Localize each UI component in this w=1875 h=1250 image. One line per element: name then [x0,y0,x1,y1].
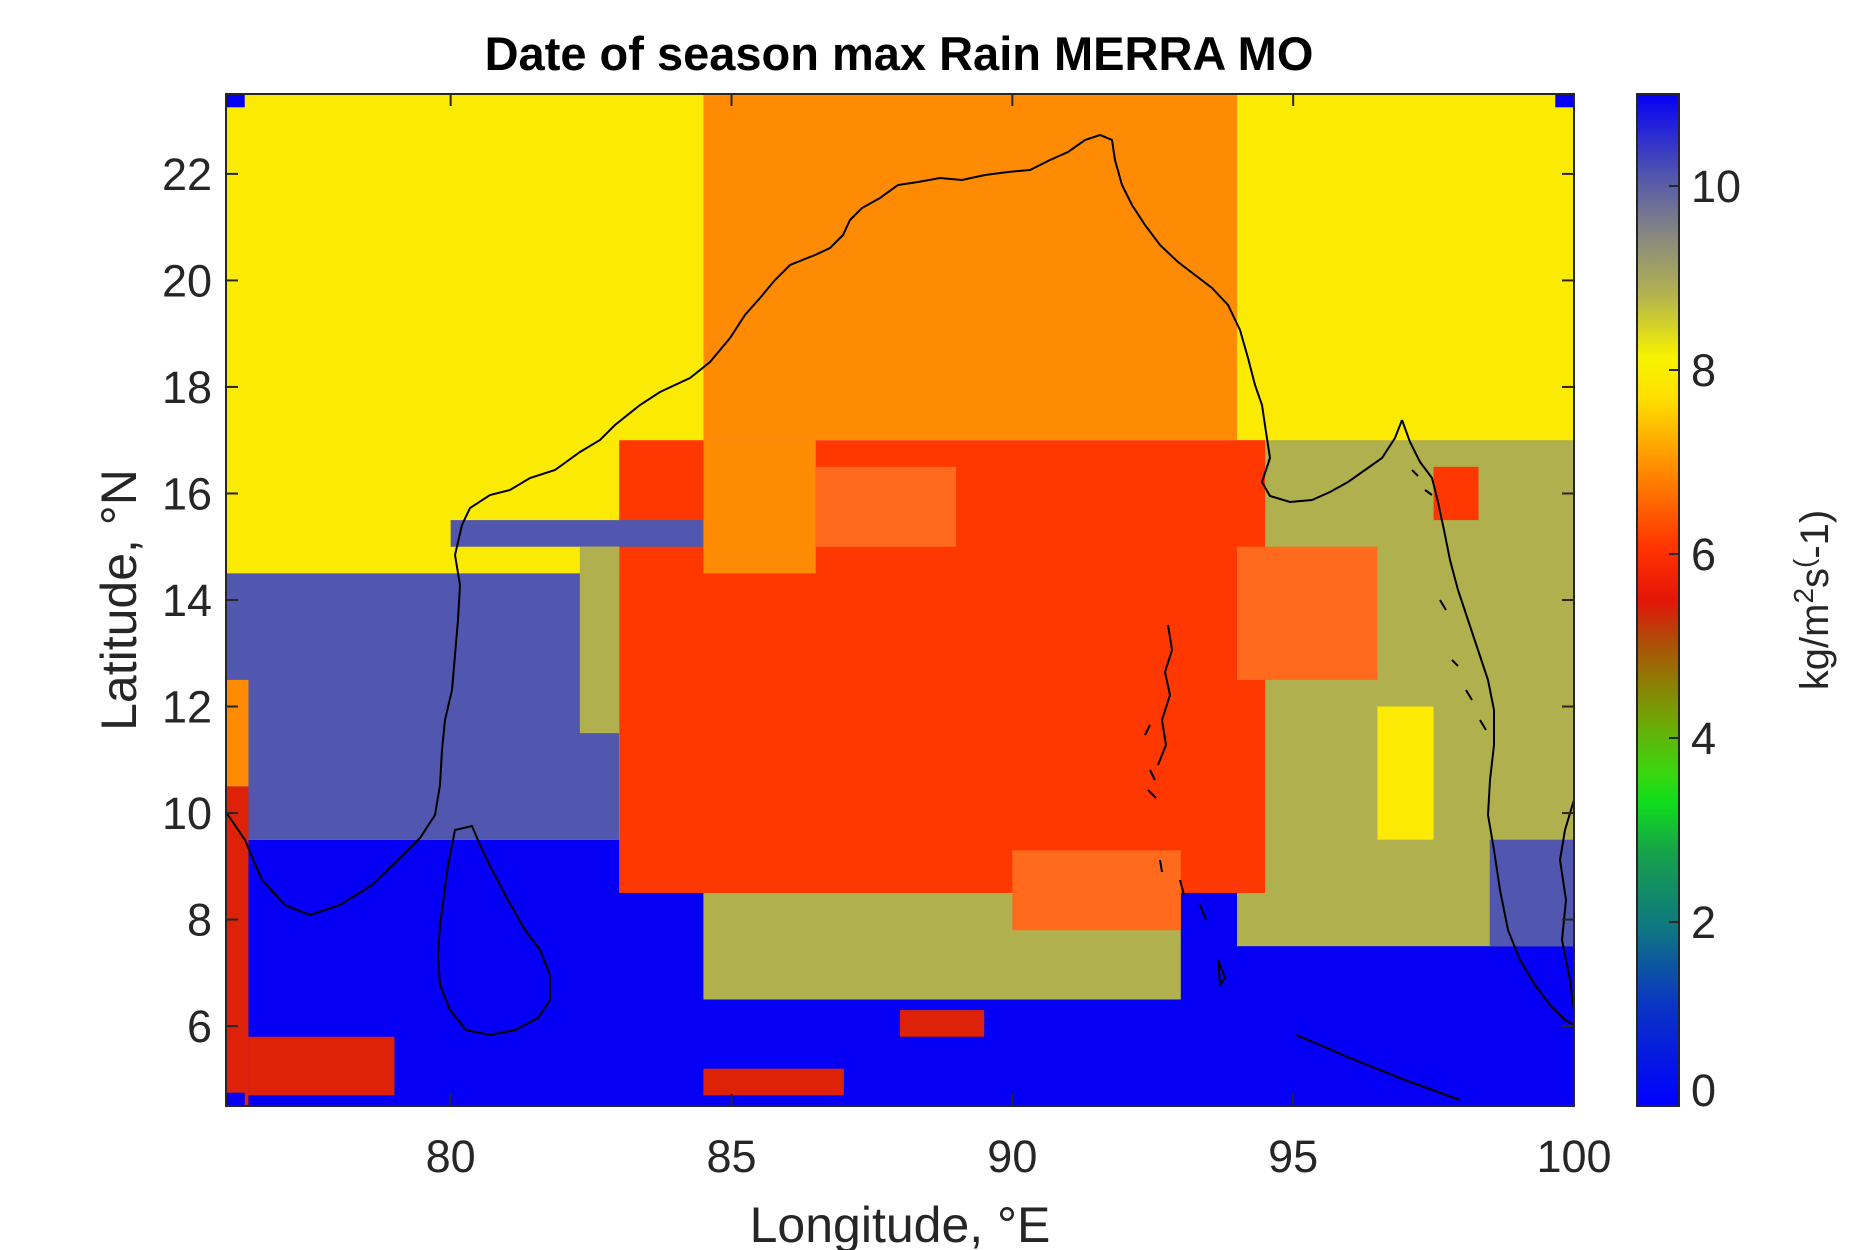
heatmap-step-8 [900,1010,985,1037]
heatmap-step-9 [1012,850,1181,931]
y-tick-label: 18 [162,362,212,413]
heatmap-cells [226,94,1574,1106]
x-axis-label: Longitude, °E [750,1197,1051,1250]
y-tick-label: 10 [162,788,212,839]
heatmap-step-6 [248,1036,395,1096]
heatmap-step-0 [450,520,704,547]
heatmap-step-2 [703,440,816,574]
y-tick-label: 22 [162,149,212,200]
heatmap-step-7 [703,1068,844,1096]
heatmap-step-3 [815,466,957,547]
chart-title: Date of season max Rain MERRA MO [485,27,1314,80]
heatmap-step-11 [1433,466,1479,521]
colorbar-tick-label: 0 [1691,1065,1716,1116]
coastline-india-east [225,184,899,917]
heatmap-corner-cell-0 [226,94,245,108]
x-tick-label: 95 [1268,1131,1318,1182]
y-tick-label: 12 [162,682,212,733]
x-axis-ticks: 80 85 90 95 100 [426,94,1612,1182]
heatmap-corner-cell-2 [226,1092,245,1106]
y-tick-label: 6 [187,1001,212,1052]
y-axis-label: Latitude, °N [91,469,147,731]
coastline-andaman-islands [1144,624,1174,799]
colorbar-tick-label: 6 [1691,529,1716,580]
colorbar: 0 2 4 6 8 10 kg/m2s(-1) [1636,93,1838,1116]
coastline-myanmar [1401,419,1575,1026]
heatmap-corner-cell-1 [1555,94,1574,108]
heatmap-region-south-west [226,546,620,840]
x-tick-label: 85 [706,1131,756,1182]
y-tick-label: 8 [187,895,212,946]
x-tick-label: 80 [426,1131,476,1182]
heatmap-region-north-central [703,94,1237,441]
coastline-bengal-head [897,133,1403,504]
coastline-layer [225,133,1575,1101]
y-axis-ticks: 6 8 10 12 14 16 18 20 22 [162,149,1574,1052]
coastline-arakan-inlets [1411,469,1487,731]
x-tick-label: 90 [987,1131,1037,1182]
y-tick-label: 14 [162,575,212,626]
x-tick-label: 100 [1536,1131,1611,1182]
coastline-sri-lanka [436,824,551,1037]
y-tick-label: 16 [162,468,212,519]
colorbar-gradient [1636,93,1680,1107]
colorbar-tick-label: 2 [1691,897,1716,948]
heatmap-step-5 [226,786,249,1106]
heatmap-step-10 [1237,546,1378,680]
heatmap-plot [225,93,1575,1107]
y-tick-label: 20 [162,255,212,306]
heatmap-step-4 [226,679,249,787]
coastline-malay [1295,799,1575,1101]
coastline-nicobar-islands [1159,859,1227,988]
colorbar-tick-label: 10 [1691,161,1741,212]
colorbar-label: kg/m2s(-1) [1788,510,1838,690]
colorbar-tick-label: 8 [1691,345,1716,396]
colorbar-ticks: 0 2 4 6 8 10 [1669,161,1741,1116]
heatmap-step-12 [1377,706,1434,840]
heatmap-step-1 [579,546,620,734]
colorbar-tick-label: 4 [1691,713,1716,764]
